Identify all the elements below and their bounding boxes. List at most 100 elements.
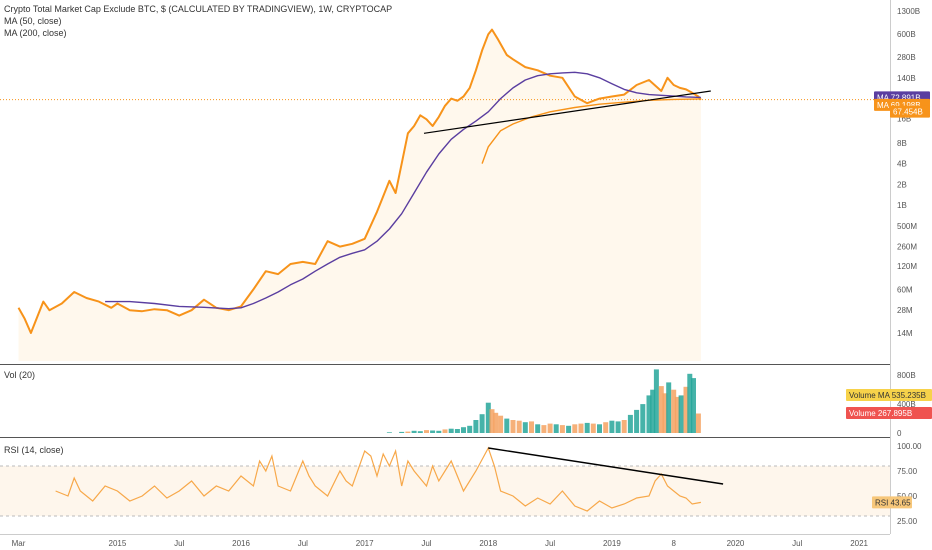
- volume-bar: [535, 424, 541, 433]
- volume-badge-bg: [846, 407, 932, 419]
- volume-bar: [479, 414, 485, 433]
- volume-bar: [650, 389, 656, 433]
- volume-bar: [691, 378, 696, 433]
- rsi-band: [0, 465, 890, 517]
- volume-bar: [627, 414, 633, 433]
- volume-bar: [678, 395, 684, 433]
- rsi-band-fill: [0, 466, 890, 516]
- volume-bar: [584, 422, 590, 433]
- volume-bar: [578, 423, 584, 433]
- price-area-fill: [18, 29, 701, 361]
- price-trendline: [423, 90, 711, 134]
- volume-bar: [566, 425, 572, 433]
- time-axis-tick: Jul: [792, 539, 802, 548]
- rsi-trendline: [488, 447, 724, 485]
- volume-bar: [621, 420, 627, 433]
- price-axis-tick: 140B: [897, 74, 916, 83]
- volume-axis-tick: 400B: [897, 400, 916, 409]
- volume-bar: [653, 369, 659, 433]
- price-badge-text: MA 72.891B: [877, 93, 921, 102]
- price-axis-tick: 16B: [897, 115, 911, 124]
- volume-bar: [553, 424, 559, 433]
- volume-bar: [489, 409, 495, 433]
- volume-bar: [442, 429, 448, 433]
- volume-bar: [504, 418, 510, 433]
- volume-bar: [405, 431, 411, 433]
- volume-bar: [454, 429, 460, 433]
- volume-bar: [424, 430, 429, 433]
- price-badge-text: 67.454B: [893, 108, 923, 117]
- volume-bar: [559, 425, 565, 433]
- volume-bar: [473, 420, 479, 433]
- volume-bar: [522, 422, 528, 433]
- price-badge-text: MA 69.198B: [877, 101, 921, 110]
- volume-bar: [399, 431, 405, 433]
- volume-bar: [658, 386, 664, 433]
- time-axis-tick: 2016: [232, 539, 250, 548]
- volume-bar: [430, 430, 436, 433]
- volume-bar: [646, 395, 652, 433]
- price-badge: 67.454B: [890, 105, 930, 118]
- volume-axis-tick: 0: [897, 429, 902, 438]
- volume-bar: [671, 389, 677, 433]
- time-axis-tick: 8: [671, 539, 676, 548]
- volume-bar: [436, 430, 442, 433]
- price-area: [18, 29, 701, 361]
- price-axis-tick: 8B: [897, 139, 907, 148]
- volume-bar: [529, 421, 534, 433]
- axis-ticks: 1300B 600B 280B 140B 16B 8B 4B 2B 1B 500M 260M 120M…: [12, 7, 922, 548]
- price-axis-tick: 120M: [897, 262, 917, 271]
- price-axis-tick: 280B: [897, 53, 916, 62]
- volume-badge: Volume 267.895B: [846, 407, 932, 419]
- volume-bar: [448, 428, 454, 433]
- volume-bar: [467, 425, 473, 433]
- volume-badge: Volume MA 535.235B: [846, 389, 932, 401]
- volume-badge-text: Volume 267.895B: [849, 409, 912, 418]
- volume-bar: [411, 430, 417, 433]
- rsi-axis-tick: 75.00: [897, 467, 918, 476]
- volume-bar: [541, 425, 547, 433]
- volume-bar: [674, 396, 680, 433]
- volume-bar: [510, 420, 516, 433]
- volume-bar: [687, 373, 693, 433]
- time-axis-tick: 2015: [109, 539, 127, 548]
- volume-bar: [386, 432, 392, 433]
- volume-bar: [417, 431, 423, 433]
- volume-bar: [615, 421, 621, 433]
- rsi-axis-tick: 100.00: [897, 442, 922, 451]
- volume-bar: [609, 420, 615, 433]
- volume-axis-tick: 800B: [897, 371, 916, 380]
- volume-bar: [662, 393, 668, 433]
- time-axis-tick: 2020: [727, 539, 745, 548]
- time-axis-tick: Jul: [174, 539, 184, 548]
- ma200-line: [481, 98, 701, 164]
- volume-bar: [493, 412, 499, 433]
- time-axis-tick: 2017: [356, 539, 374, 548]
- volume-panel-title: Vol (20): [4, 370, 35, 380]
- time-axis-tick: Mar: [12, 539, 26, 548]
- time-axis-tick: 2021: [850, 539, 868, 548]
- time-axis-tick: Jul: [545, 539, 555, 548]
- volume-bar: [516, 420, 522, 433]
- volume-bars: [386, 369, 701, 433]
- price-axis-tick: 2B: [897, 180, 907, 189]
- volume-bar: [634, 409, 640, 433]
- volume-bar: [603, 422, 609, 433]
- volume-bar: [640, 404, 646, 433]
- price-axis-tick: 500M: [897, 222, 917, 231]
- volume-badge-bg: [846, 389, 932, 401]
- chart-lines: [0, 28, 890, 512]
- price-axis-tick: 14M: [897, 329, 913, 338]
- time-axis-tick: Jul: [298, 539, 308, 548]
- ma200-legend: MA (200, close): [4, 28, 67, 38]
- price-axis-tick: 28M: [897, 306, 913, 315]
- volume-bar: [597, 424, 602, 433]
- volume-bar: [547, 423, 553, 433]
- volume-bar: [695, 413, 701, 433]
- rsi-panel-title: RSI (14, close): [4, 445, 64, 455]
- volume-bar: [683, 386, 689, 433]
- rsi-line: [55, 446, 702, 512]
- rsi-badge: RSI 43.65: [872, 496, 912, 509]
